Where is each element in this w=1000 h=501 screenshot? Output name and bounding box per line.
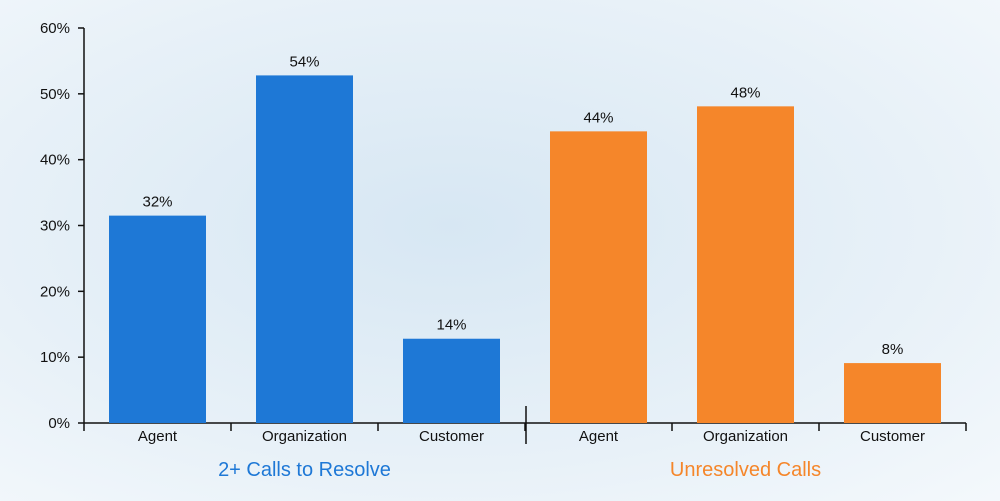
bar [403, 338, 500, 423]
data-label: 14% [436, 317, 466, 334]
y-tick-label: 20% [40, 283, 70, 300]
data-label: 54% [289, 53, 319, 70]
category-label: Organization [262, 428, 347, 445]
data-label: 32% [142, 194, 172, 211]
category-label: Customer [860, 428, 925, 445]
category-label: Agent [138, 428, 178, 445]
bar [109, 215, 206, 423]
bar [697, 106, 794, 423]
data-label: 8% [882, 341, 904, 358]
category-label: Organization [703, 428, 788, 445]
category-label: Agent [579, 428, 619, 445]
bar [550, 131, 647, 423]
data-label: 44% [583, 109, 613, 126]
y-tick-label: 0% [48, 415, 70, 432]
category-label: Customer [419, 428, 484, 445]
y-tick-label: 30% [40, 218, 70, 235]
y-tick-label: 40% [40, 152, 70, 169]
y-tick-label: 50% [40, 86, 70, 103]
data-label: 48% [730, 84, 760, 101]
group-label: Unresolved Calls [670, 459, 821, 481]
group-label: 2+ Calls to Resolve [218, 459, 391, 481]
y-tick-label: 60% [40, 20, 70, 37]
bar [844, 363, 941, 423]
bar [256, 75, 353, 424]
y-tick-label: 10% [40, 349, 70, 366]
